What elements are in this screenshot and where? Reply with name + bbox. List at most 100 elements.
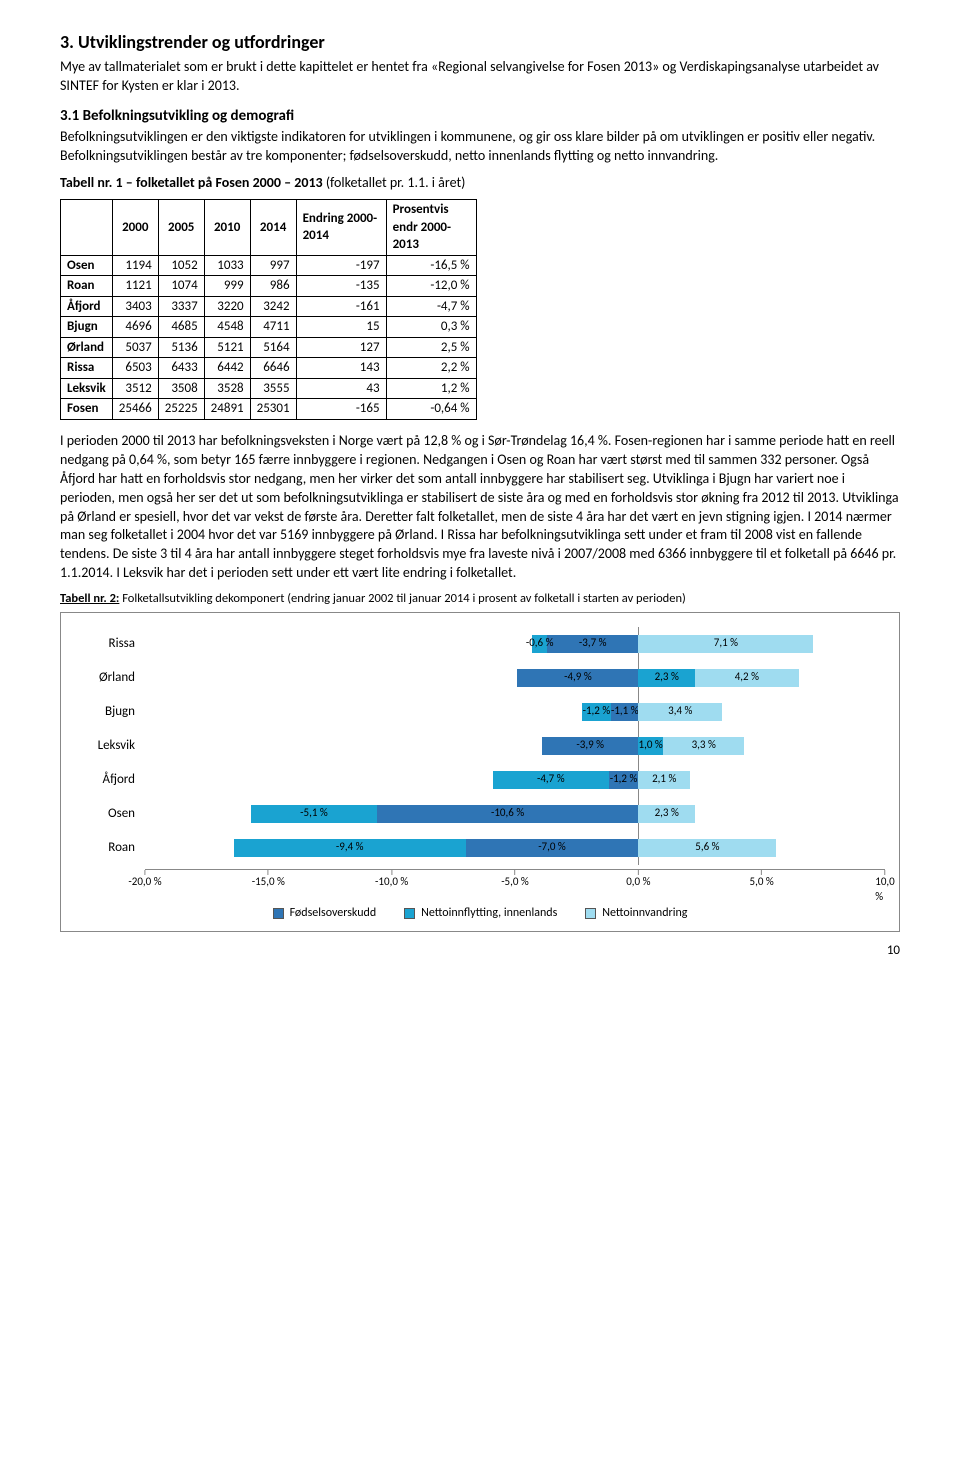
bar-value-label: 3,3 % — [692, 738, 716, 753]
chart-row-label: Roan — [75, 839, 145, 857]
table-cell: 5121 — [204, 337, 250, 358]
table-cell: -165 — [296, 399, 386, 420]
table-cell: 25225 — [158, 399, 204, 420]
table-cell: 1033 — [204, 255, 250, 276]
bar-value-label: -3,9 % — [576, 738, 604, 753]
table-row: Osen119410521033997-197-16,5 % — [61, 255, 477, 276]
axis-tick-label: 5,0 % — [750, 875, 774, 890]
table-row: Roan11211074999986-135-12,0 % — [61, 276, 477, 297]
bar-track: -3,7 %-0,6 %7,1 % — [145, 627, 885, 661]
table1-caption-lead: Tabell nr. 1 – folketallet på Fosen 2000… — [60, 174, 326, 191]
table-cell: 6503 — [112, 358, 158, 379]
bar-value-label: 2,1 % — [652, 772, 676, 787]
axis-tick-label: -5,0 % — [501, 875, 529, 890]
bar-value-label: 2,3 % — [655, 670, 679, 685]
axis-tick: -15,0 % — [252, 870, 285, 890]
table2-caption: Tabell nr. 2: Folketallsutvikling dekomp… — [60, 591, 900, 608]
table-cell: 6442 — [204, 358, 250, 379]
swatch-innflytt — [404, 908, 415, 919]
bar-track: -7,0 % -9,4 % 5,6 % — [145, 831, 885, 865]
table-cell: 143 — [296, 358, 386, 379]
table-cell: 3528 — [204, 378, 250, 399]
table-cell: 127 — [296, 337, 386, 358]
table-cell: 3220 — [204, 296, 250, 317]
swatch-fodsel — [273, 908, 284, 919]
table-cell: 5037 — [112, 337, 158, 358]
table-cell: 6433 — [158, 358, 204, 379]
mid-paragraph: I perioden 2000 til 2013 har befolknings… — [60, 432, 900, 583]
bar-value-label: 5,6 % — [695, 840, 719, 855]
table-row: Bjugn4696468545484711150,3 % — [61, 317, 477, 338]
table1-col-header: Prosentvis endr 2000-2013 — [386, 200, 476, 256]
bar-track: -1,1 %-1,2 % 3,4 % — [145, 695, 885, 729]
bar-value-label: 4,2 % — [735, 670, 759, 685]
folketall-table: 2000200520102014Endring 2000-2014Prosent… — [60, 199, 477, 420]
bar-value-label: 3,4 % — [668, 704, 692, 719]
legend-item-innflytt: Nettoinnflytting, innenlands — [404, 905, 557, 921]
table-row: Åfjord3403333732203242-161-4,7 % — [61, 296, 477, 317]
table-row: Leksvik3512350835283555431,2 % — [61, 378, 477, 399]
row-label: Osen — [61, 255, 113, 276]
decomposed-chart: Rissa-3,7 %-0,6 %7,1 %Ørland-4,9 %2,3 %4… — [60, 612, 900, 932]
table-row: Fosen25466252252489125301-165-0,64 % — [61, 399, 477, 420]
table-cell: 1,2 % — [386, 378, 476, 399]
table1-caption: Tabell nr. 1 – folketallet på Fosen 2000… — [60, 174, 900, 193]
table-cell: 986 — [250, 276, 296, 297]
chart-row: Osen-10,6 %-5,1 %2,3 % — [75, 797, 885, 831]
chart-row-label: Ørland — [75, 669, 145, 687]
table-cell: 5164 — [250, 337, 296, 358]
chart-row: Åfjord-1,2 %-4,7 %2,1 % — [75, 763, 885, 797]
table-row: Rissa65036433644266461432,2 % — [61, 358, 477, 379]
row-label: Rissa — [61, 358, 113, 379]
table1-caption-tail: (folketallet pr. 1.1. i året) — [326, 174, 466, 191]
chart-row: Roan -7,0 % -9,4 % 5,6 % — [75, 831, 885, 865]
table1-col-header — [61, 200, 113, 256]
chart-row-label: Bjugn — [75, 703, 145, 721]
table-cell: 997 — [250, 255, 296, 276]
table-cell: 25301 — [250, 399, 296, 420]
page-number: 10 — [60, 942, 900, 960]
chart-row-label: Leksvik — [75, 737, 145, 755]
legend-item-fodsel: Fødselsoverskudd — [273, 905, 377, 921]
table-cell: 3508 — [158, 378, 204, 399]
row-label: Bjugn — [61, 317, 113, 338]
intro-paragraph: Mye av tallmaterialet som er brukt i det… — [60, 58, 900, 96]
table-cell: -197 — [296, 255, 386, 276]
row-label: Ørland — [61, 337, 113, 358]
table-cell: 5136 — [158, 337, 204, 358]
table-cell: 1121 — [112, 276, 158, 297]
chart-row-label: Rissa — [75, 635, 145, 653]
table1-col-header: 2000 — [112, 200, 158, 256]
bar-track: -10,6 %-5,1 %2,3 % — [145, 797, 885, 831]
axis-tick-label: -10,0 % — [375, 875, 408, 890]
row-label: Roan — [61, 276, 113, 297]
bar-value-label: -1,2 % — [610, 772, 638, 787]
bar-value-label: 7,1 % — [714, 636, 738, 651]
bar-value-label: -1,1 % — [611, 704, 639, 719]
bar-track: -4,9 %2,3 %4,2 % — [145, 661, 885, 695]
chart-row: Ørland-4,9 %2,3 %4,2 % — [75, 661, 885, 695]
axis-tick: -5,0 % — [501, 870, 529, 890]
bar-value-label: -7,0 % — [538, 840, 566, 855]
chart-legend: Fødselsoverskudd Nettoinnflytting, innen… — [75, 905, 885, 921]
table-cell: 4696 — [112, 317, 158, 338]
axis-tick-label: -20,0 % — [128, 875, 161, 890]
bar-value-label: -1,2 % — [583, 704, 611, 719]
table1-col-header: Endring 2000-2014 — [296, 200, 386, 256]
table-cell: 25466 — [112, 399, 158, 420]
table-cell: -0,64 % — [386, 399, 476, 420]
table-cell: -12,0 % — [386, 276, 476, 297]
table2-caption-lead: Tabell nr. 2: — [60, 591, 119, 606]
bar-track: -1,2 %-4,7 %2,1 % — [145, 763, 885, 797]
bar-value-label: 2,3 % — [655, 806, 679, 821]
bar-track: -3,9 %1,0 %3,3 % — [145, 729, 885, 763]
bar-value-label: -9,4 % — [336, 840, 364, 855]
table2-caption-tail: Folketallsutvikling dekomponert (endring… — [119, 591, 685, 606]
table-cell: 15 — [296, 317, 386, 338]
chart-row: Bjugn -1,1 %-1,2 % 3,4 % — [75, 695, 885, 729]
axis-tick: 5,0 % — [750, 870, 774, 890]
table-cell: 1052 — [158, 255, 204, 276]
axis-tick: 10,0 % — [875, 870, 894, 905]
table-cell: 3512 — [112, 378, 158, 399]
table-cell: 3242 — [250, 296, 296, 317]
